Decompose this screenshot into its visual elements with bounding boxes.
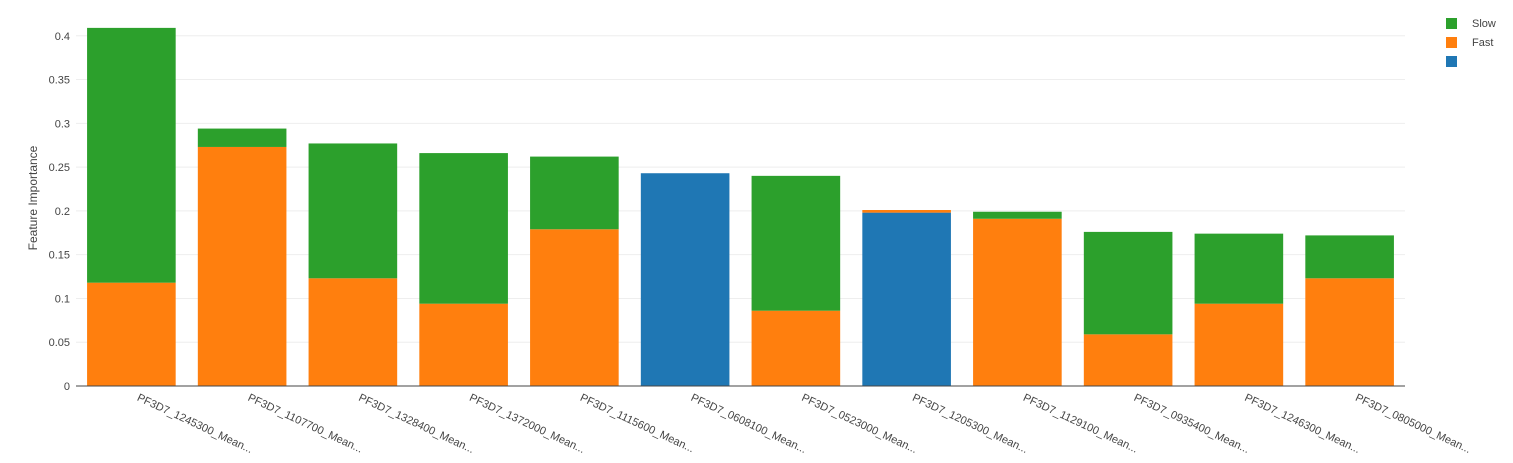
- y-tick-label: 0.4: [55, 31, 70, 43]
- legend-label[interactable]: Fast: [1472, 37, 1493, 49]
- x-tick-label: PF3D7_0523000_Mean...: [800, 392, 919, 456]
- y-tick-label: 0.05: [49, 337, 70, 349]
- bar-segment[interactable]: [1083, 334, 1173, 386]
- bar-segment[interactable]: [87, 282, 176, 386]
- bar-segment[interactable]: [1305, 278, 1394, 386]
- x-tick-label: PF3D7_1107700_Mean...: [246, 392, 365, 456]
- x-tick-label: PF3D7_0608100_Mean...: [689, 392, 808, 456]
- legend-label[interactable]: Slow: [1472, 18, 1496, 30]
- bar-segment[interactable]: [197, 128, 287, 147]
- bar-segment[interactable]: [1194, 233, 1284, 304]
- bar-segment[interactable]: [751, 175, 841, 311]
- y-tick-label: 0.25: [49, 162, 70, 174]
- bar-segment[interactable]: [419, 303, 508, 386]
- bar-segment[interactable]: [530, 229, 619, 386]
- legend-swatch[interactable]: [1446, 56, 1457, 67]
- bar-segment[interactable]: [1305, 235, 1394, 279]
- x-tick-label: PF3D7_1115600_Mean...: [578, 392, 696, 455]
- bar-segment[interactable]: [1083, 231, 1173, 335]
- bar-segment[interactable]: [1194, 303, 1284, 386]
- y-axis-ticks: 0 0.05 0.1 0.15 0.2 0.25 0.3 0.35 0.4: [49, 31, 70, 393]
- x-tick-label: PF3D7_1245300_Mean...: [135, 392, 254, 456]
- y-tick-label: 0.3: [55, 118, 70, 130]
- bar-segment[interactable]: [973, 218, 1062, 386]
- legend-swatch[interactable]: [1446, 18, 1457, 29]
- bar-segment[interactable]: [530, 156, 619, 230]
- bar-segment[interactable]: [419, 153, 508, 304]
- x-axis-ticks: PF3D7_1245300_Mean...PF3D7_1107700_Mean.…: [135, 392, 1473, 456]
- bars: [87, 27, 1394, 386]
- bar-segment[interactable]: [862, 212, 951, 386]
- y-axis-title: Feature Importance: [26, 145, 40, 250]
- x-tick-label: PF3D7_1205300_Mean...: [910, 392, 1029, 456]
- x-tick-label: PF3D7_0935400_Mean...: [1132, 392, 1251, 456]
- y-tick-label: 0.1: [55, 293, 70, 305]
- legend-swatch[interactable]: [1446, 37, 1457, 48]
- x-tick-label: PF3D7_0805000_Mean...: [1353, 392, 1472, 456]
- bar-segment[interactable]: [862, 210, 951, 213]
- bar-segment[interactable]: [308, 278, 398, 386]
- bar-segment[interactable]: [308, 143, 398, 279]
- bar-segment[interactable]: [87, 27, 176, 283]
- bar-segment[interactable]: [640, 173, 730, 386]
- y-tick-label: 0: [64, 381, 70, 393]
- legend[interactable]: Slow Fast: [1446, 18, 1496, 67]
- x-tick-label: PF3D7_1246300_Mean...: [1243, 392, 1362, 456]
- bar-segment[interactable]: [197, 146, 287, 386]
- bar-segment[interactable]: [973, 211, 1062, 219]
- y-tick-label: 0.15: [49, 250, 70, 262]
- y-tick-label: 0.2: [55, 206, 70, 218]
- x-tick-label: PF3D7_1328400_Mean...: [357, 392, 476, 456]
- grid-lines: [76, 35, 1405, 343]
- x-tick-label: PF3D7_1129100_Mean...: [1021, 392, 1140, 456]
- x-tick-label: PF3D7_1372000_Mean...: [467, 392, 586, 456]
- y-tick-label: 0.35: [49, 75, 70, 87]
- bar-segment[interactable]: [751, 310, 841, 386]
